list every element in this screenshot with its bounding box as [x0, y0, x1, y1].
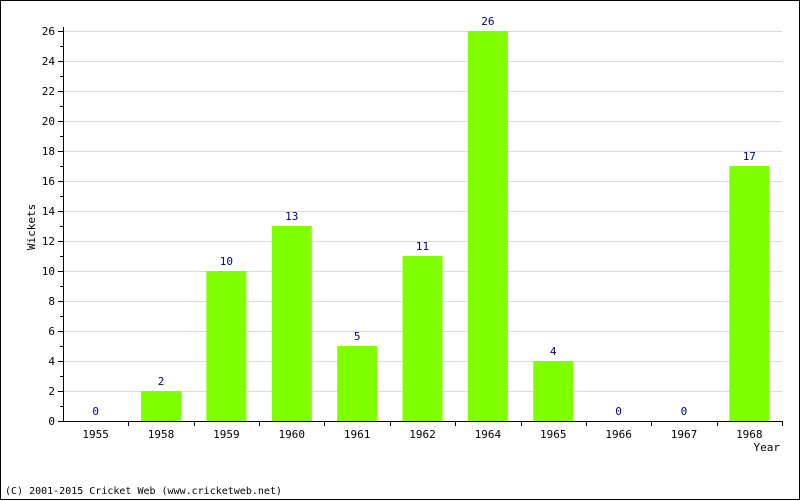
data-label-1959: 10 [220, 255, 233, 268]
x-tick-label: 1962 [409, 428, 436, 441]
y-tick-label: 14 [42, 205, 56, 218]
data-labels: 0 2 10 13 5 11 26 4 0 0 17 [92, 15, 756, 418]
data-label-1968: 17 [743, 150, 756, 163]
copyright-text: (C) 2001-2015 Cricket Web (www.cricketwe… [5, 486, 282, 497]
x-tick-label: 1961 [344, 428, 371, 441]
data-label-1955: 0 [92, 405, 99, 418]
y-tick-label: 4 [48, 355, 55, 368]
y-tick-label: 16 [42, 175, 55, 188]
data-label-1967: 0 [681, 405, 688, 418]
y-tick-label: 6 [48, 325, 55, 338]
x-tick-label: 1955 [82, 428, 109, 441]
bar-1968 [729, 166, 770, 421]
bar-1961 [337, 346, 378, 421]
y-tick-label: 10 [42, 265, 55, 278]
data-label-1962: 11 [416, 240, 429, 253]
y-axis-label: Wickets [25, 204, 38, 250]
bar-1962 [402, 256, 443, 421]
x-axis-label: Year [754, 441, 781, 454]
x-tick-label: 1959 [213, 428, 240, 441]
y-tick-label: 0 [48, 415, 55, 428]
x-tick-label: 1964 [475, 428, 502, 441]
data-label-1960: 13 [285, 210, 298, 223]
x-tick-label: 1965 [540, 428, 567, 441]
data-label-1961: 5 [354, 330, 361, 343]
data-label-1965: 4 [550, 345, 557, 358]
y-tick-label: 12 [42, 235, 55, 248]
x-tick-label: 1958 [148, 428, 175, 441]
bar-1964 [467, 31, 508, 421]
y-tick-label: 20 [42, 115, 55, 128]
data-label-1964: 26 [481, 15, 494, 28]
data-label-1966: 0 [615, 405, 622, 418]
x-tick-label: 1967 [671, 428, 698, 441]
y-tick-label: 22 [42, 85, 55, 98]
bar-1960 [271, 226, 312, 421]
y-tick-label: 26 [42, 25, 55, 38]
x-tick-label: 1960 [279, 428, 306, 441]
bar-1965 [533, 361, 574, 421]
bar-1959 [206, 271, 247, 421]
data-label-1958: 2 [158, 375, 165, 388]
bars [141, 31, 770, 421]
y-tick-label: 24 [42, 55, 56, 68]
y-tick-label: 2 [48, 385, 55, 398]
bar-1958 [141, 391, 182, 421]
y-tick-label: 8 [48, 295, 55, 308]
x-tick-label: 1966 [605, 428, 632, 441]
y-tick-label: 18 [42, 145, 55, 158]
x-tick-label: 1968 [736, 428, 763, 441]
